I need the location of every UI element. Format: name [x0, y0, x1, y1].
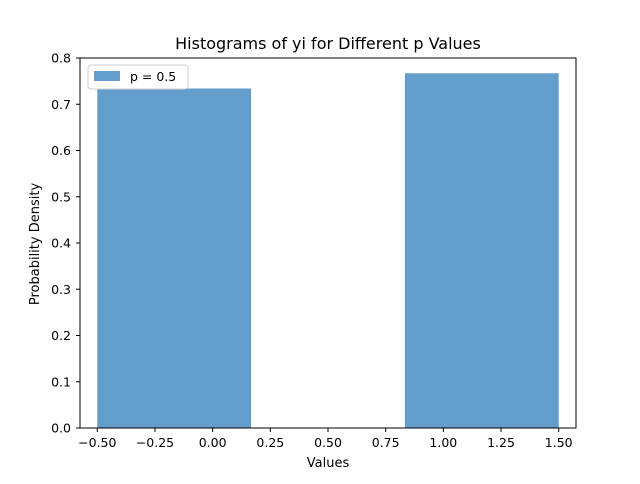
- legend-swatch: [94, 71, 120, 81]
- x-tick-label: 1.50: [545, 435, 573, 450]
- x-tick-label: 0.50: [314, 435, 342, 450]
- y-axis-ticks: 0.0 0.1 0.2 0.3 0.4 0.5 0.6 0.7 0.8: [51, 51, 80, 436]
- x-tick-label: −0.25: [136, 435, 174, 450]
- x-tick-label: 0.00: [199, 435, 227, 450]
- legend: p = 0.5: [87, 64, 189, 90]
- y-tick-label: 0.4: [51, 236, 71, 251]
- y-tick-label: 0.6: [51, 143, 71, 158]
- x-tick-label: 0.75: [372, 435, 400, 450]
- bars-layer: [97, 73, 559, 429]
- x-axis-ticks: −0.50 −0.25 0.00 0.25 0.50 0.75 1.00 1.25 1.50: [78, 428, 573, 450]
- y-tick-label: 0.3: [51, 282, 71, 297]
- x-tick-label: 0.25: [256, 435, 284, 450]
- y-axis-label: Probability Density: [28, 183, 43, 306]
- y-tick-label: 0.7: [51, 97, 71, 112]
- x-axis-label: Values: [307, 456, 350, 471]
- y-tick-label: 0.0: [51, 421, 71, 436]
- histogram-bar: [97, 88, 252, 429]
- y-tick-label: 0.5: [51, 189, 71, 204]
- x-tick-label: −0.50: [78, 435, 116, 450]
- y-tick-label: 0.2: [51, 328, 71, 343]
- y-tick-label: 0.1: [51, 374, 71, 389]
- x-tick-label: 1.25: [487, 435, 515, 450]
- x-tick-label: 1.00: [429, 435, 457, 450]
- legend-label: p = 0.5: [130, 69, 176, 84]
- y-tick-label: 0.8: [51, 51, 71, 66]
- chart-title: Histograms of yi for Different p Values: [175, 34, 481, 53]
- histogram-bar: [404, 73, 559, 428]
